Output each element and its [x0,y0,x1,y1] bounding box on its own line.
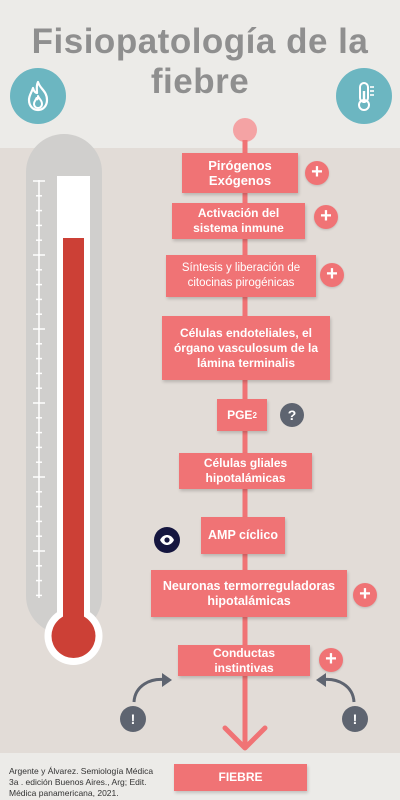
reference-line: Argente y Álvarez. Semiología Médica [9,766,154,776]
reference-line: 3a . edición Buenos Aires., Arg; Edit. [9,777,147,787]
step-text-line: Pirógenos [208,158,272,173]
arrow-origin-dot [233,118,257,142]
step-text-line: Síntesis y liberación de [181,262,301,274]
view-eye-button[interactable] [154,527,180,553]
reference-line: Médica panamericana, 2021. [9,788,119,798]
expand-plus-button[interactable]: + [319,648,343,672]
step-celulas-endoteliales: Células endoteliales, el órgano vasculos… [162,316,330,380]
page-title: Fisiopatología de la fiebre [0,22,400,102]
info-exclamation-button-left[interactable]: ! [120,706,146,732]
reference-citation: Argente y Álvarez. Semiología Médica 3a … [9,766,169,799]
step-text-line: Activación del [197,206,280,220]
step-text-line: hipotalámicas [205,471,286,485]
eye-icon [160,535,174,545]
step-pge2: PGE 2 [217,399,267,431]
title-line-2: fiebre [150,62,250,101]
step-text-line: AMP cíclico [208,528,278,542]
arrow-head [222,725,268,751]
pge-subscript: 2 [252,410,257,420]
step-fiebre: FIEBRE [174,764,307,791]
expand-plus-button[interactable]: + [353,583,377,607]
expand-plus-button[interactable]: + [320,263,344,287]
step-text-line: citocinas pirogénicas [187,277,295,289]
step-text-line: Neuronas termorreguladoras [162,578,336,593]
step-text-line: hipotalámicas [207,593,291,608]
thermometer-icon [336,68,392,124]
step-text-line: lámina terminalis [196,355,296,370]
fire-icon [10,68,66,124]
info-exclamation-button-right[interactable]: ! [342,706,368,732]
question-button[interactable]: ? [280,403,304,427]
step-text-line: Células endoteliales, el [179,325,313,340]
step-text-line: FIEBRE [218,770,263,784]
step-text-line: sistema inmune [193,221,284,235]
expand-plus-button[interactable]: + [305,161,329,185]
step-amp-ciclico: AMP cíclico [201,517,285,554]
step-celulas-gliales: Células gliales hipotalámicas [179,453,312,489]
step-text-line: Células gliales [203,456,288,470]
step-text-line: Conductas instintivas [212,645,275,675]
pge-label: PGE [227,407,253,422]
header: Fisiopatología de la fiebre [0,0,400,148]
title-line-1: Fisiopatología de la [31,22,369,61]
step-neuronas-termorreguladoras: Neuronas termorreguladoras hipotalámicas [151,570,347,617]
expand-plus-button[interactable]: + [314,205,338,229]
step-text-line: Exógenos [208,173,272,188]
step-sintesis-citocinas: Síntesis y liberación de citocinas pirog… [166,255,316,297]
step-pirogenos-exogenos: Pirógenos Exógenos [182,153,298,193]
step-activacion-sistema-inmune: Activación del sistema inmune [172,203,305,239]
step-conductas-instintivas: Conductas instintivas [178,645,310,676]
step-text-line: órgano vasculosum de la [173,340,319,355]
